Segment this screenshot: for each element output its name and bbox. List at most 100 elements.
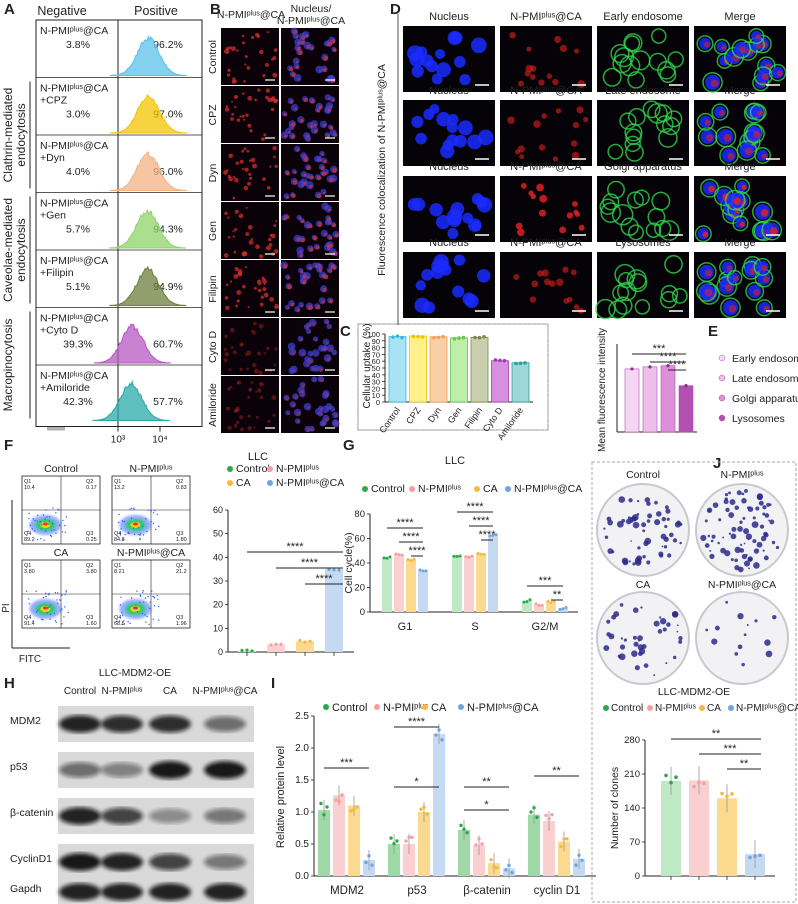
nucleus-blob: [454, 56, 466, 68]
signal-blob: [519, 154, 525, 160]
channel-label: N-PMIᵖˡᵘˢ@CA: [510, 161, 582, 173]
signal-blob: [732, 54, 740, 62]
signal-dot: [328, 326, 332, 329]
data-point: [340, 793, 344, 797]
event-dot: [139, 538, 141, 541]
colony: [608, 633, 615, 640]
colony: [764, 639, 771, 646]
signal-dot: [306, 275, 310, 279]
signal-dot: [299, 388, 305, 394]
signal-dot: [294, 395, 299, 400]
data-point: [540, 603, 544, 607]
nucleus-blob: [415, 280, 426, 291]
signal-dot: [323, 67, 328, 72]
signal-dot: [258, 370, 263, 376]
signal-dot: [292, 403, 296, 408]
organelle-ring: [753, 66, 773, 86]
signal-dot: [240, 343, 244, 347]
event-dot: [65, 590, 67, 592]
event-dot: [32, 518, 34, 520]
nucleus-dot: [311, 376, 318, 383]
event-dot: [48, 606, 50, 608]
dish-title: N-PMIᵖˡᵘˢ@CA: [708, 579, 776, 591]
nucleus-blob: [446, 121, 458, 133]
signal-dot: [315, 338, 318, 342]
sig-g7-label: ***: [539, 575, 553, 587]
legend-swatch: [647, 705, 653, 711]
nucleus-dot: [294, 418, 301, 424]
group-label: endocytosis: [14, 218, 28, 281]
signal-dot: [232, 196, 236, 200]
signal-dot: [313, 123, 317, 127]
event-dot: [58, 509, 60, 511]
event-dot: [124, 534, 126, 536]
colony: [621, 518, 626, 523]
y-tick-label: 2.5: [295, 711, 309, 722]
signal-dot: [229, 280, 233, 283]
lane-label: Control: [64, 686, 96, 697]
signal-dot: [330, 264, 335, 269]
signal-dot: [247, 305, 250, 309]
colony: [775, 545, 780, 550]
signal-dot: [287, 307, 290, 310]
sig-j1-label: **: [712, 728, 721, 740]
organelle-ring: [696, 112, 715, 131]
protein-band: [204, 883, 246, 901]
signal-dot: [239, 367, 243, 372]
nucleus-dot: [323, 354, 332, 362]
positive-percent: 60.7%: [153, 339, 183, 351]
protein-level-bar: [433, 733, 445, 876]
protein-level-bar: [528, 814, 540, 876]
dish-title: CA: [636, 579, 651, 591]
signal-dot: [308, 330, 311, 334]
legend-label: CA: [236, 477, 251, 489]
signal-dot: [310, 175, 314, 180]
data-point: [479, 552, 483, 556]
nucleus-dot: [331, 419, 339, 427]
signal-dot: [239, 342, 244, 347]
signal-dot: [289, 67, 294, 72]
legend-label: N-PMIᵖˡᵘˢ: [276, 463, 319, 475]
signal-dot: [290, 302, 295, 307]
colony: [741, 662, 745, 667]
signal-dot: [245, 113, 249, 117]
signal-dot: [253, 321, 257, 326]
data-point: [565, 837, 569, 841]
signal-blob: [710, 79, 719, 88]
y-axis-label: Mean fluorescence intensity: [597, 328, 608, 452]
panel-title: LLC: [248, 451, 268, 463]
event-dot: [51, 522, 54, 525]
signal-blob: [529, 296, 537, 303]
data-point: [473, 335, 477, 340]
signal-dot: [293, 369, 297, 372]
y-tick-label: 0: [360, 607, 365, 618]
signal-blob: [517, 228, 525, 237]
protein-band: [59, 762, 101, 778]
sig-e1-label: ***: [653, 343, 667, 355]
nucleus-blob: [436, 111, 451, 127]
signal-dot: [296, 411, 301, 416]
colony: [673, 655, 677, 660]
negative-percent: 5.7%: [66, 224, 90, 236]
signal-dot: [292, 180, 298, 185]
quadrant-q3-value: 1.96: [176, 621, 187, 627]
signal-dot: [265, 245, 271, 251]
signal-dot: [261, 137, 265, 141]
organelle-ring: [731, 39, 752, 59]
event-dot: [65, 516, 68, 518]
signal-dot: [265, 346, 270, 351]
signal-dot: [247, 395, 251, 399]
protein-level-bar: [333, 795, 345, 876]
signal-blob: [559, 44, 568, 53]
nucleus-dot: [306, 322, 312, 328]
protein-label: MDM2: [10, 715, 41, 727]
row-label: N-PMIᵖˡᵘˢ@CA: [40, 140, 108, 152]
row-label: Amiloride: [207, 383, 219, 427]
signal-dot: [252, 362, 257, 368]
signal-dot: [263, 133, 267, 137]
colony: [753, 548, 760, 554]
signal-dot: [234, 209, 239, 214]
negative-percent: 3.8%: [66, 39, 90, 51]
sig-g6-label: ****: [478, 529, 496, 541]
event-dot: [40, 528, 43, 530]
